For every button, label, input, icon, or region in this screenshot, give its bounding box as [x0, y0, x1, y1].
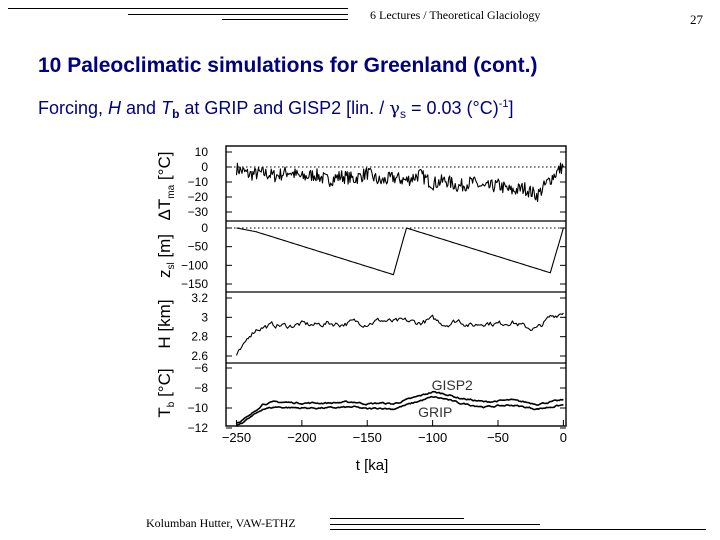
y-tick-label: 3 — [201, 310, 208, 324]
panel-4-ylabel: Tb [°C] — [155, 368, 177, 417]
slide-title: 10 Paleoclimatic simulations for Greenla… — [38, 54, 538, 77]
subtitle-subscript-s: s — [399, 107, 406, 121]
slide-subtitle: Forcing, H and Tb at GRIP and GISP2 [lin… — [38, 98, 514, 121]
subtitle-text-5: ] — [508, 98, 514, 118]
footer-rule-top — [330, 518, 464, 519]
panel-3-ylabel: H [km] — [155, 299, 174, 348]
y-tick-label: −30 — [188, 205, 209, 219]
x-tick-label: −50 — [487, 430, 509, 445]
header-rule-middle — [128, 14, 348, 15]
y-tick-label: −6 — [194, 361, 208, 375]
subtitle-symbol-h: H — [108, 98, 122, 118]
panel-3: 3.2 3 2.8 2.6 — [191, 291, 566, 363]
legend-gisp2: GISP2 — [432, 377, 473, 393]
ylabel-ice-thickness: H [km] — [155, 299, 174, 348]
y-tick-label: −100 — [181, 258, 208, 272]
plot-panels: 100−10−20−300−50−100−1503.232.82.6−6−8−1… — [181, 145, 566, 435]
header-rule-top — [8, 8, 348, 9]
plot-frame — [225, 145, 567, 427]
course-header: 6 Lectures / Theoretical Glaciology — [370, 8, 541, 22]
y-tick-label: −20 — [188, 190, 209, 204]
subtitle-superscript: -1 — [498, 98, 509, 110]
paleoclimate-figure: 100−10−20−300−50−100−1503.232.82.6−6−8−1… — [155, 145, 567, 474]
panel-1-ylabel: ΔTma [°C] — [155, 152, 177, 221]
series-line-ice-thickness — [235, 312, 564, 356]
y-tick-label: −8 — [194, 381, 208, 395]
panel-4: −6 −8 −10 −12 GISP2 GRIP — [188, 361, 566, 435]
y-tick-label: −150 — [181, 277, 208, 291]
x-tick-label: 0 — [560, 430, 567, 445]
subtitle-symbol-gamma: γ — [389, 98, 400, 119]
subtitle-text-3: at GRIP and GISP2 [lin. / — [179, 98, 390, 118]
y-tick-label: −50 — [188, 240, 209, 254]
panel-2: 0 −50 −100 −150 — [181, 220, 566, 291]
y-tick-label: −12 — [188, 421, 209, 435]
series-line-temperature-deviation — [235, 162, 564, 203]
series-line-grip — [235, 395, 564, 427]
page-number: 27 — [690, 12, 703, 27]
footer-author: Kolumban Hutter, VAW-ETHZ — [146, 516, 296, 530]
x-tick-label: −250 — [222, 430, 251, 445]
subtitle-text-2: and — [121, 98, 162, 118]
footer-rule-middle — [330, 524, 540, 525]
x-tick-label: −100 — [418, 430, 447, 445]
series-line-sea-level — [236, 227, 564, 276]
x-tick-label: −150 — [353, 430, 382, 445]
series-line-gisp2 — [236, 390, 564, 425]
subtitle-text-1: Forcing, — [38, 98, 109, 118]
panel-2-ylabel: zsl [m] — [155, 234, 177, 278]
y-tick-label: −10 — [188, 401, 209, 415]
legend-grip: GRIP — [418, 404, 452, 420]
subtitle-text-4: = 0.03 (°C) — [405, 98, 499, 118]
x-tick-label: −200 — [287, 430, 316, 445]
x-axis-label: t [ka] — [356, 457, 389, 474]
panel-1: 100−10−20−30 — [188, 145, 566, 219]
subtitle-symbol-t: T — [161, 98, 173, 118]
ylabel-delta-t: ΔTma [°C] — [155, 152, 177, 221]
y-tick-label: 0 — [201, 160, 208, 174]
x-axis: −250 −200 −150 −100 −50 0 — [222, 420, 567, 445]
y-tick-label: 3.2 — [191, 291, 208, 305]
y-tick-label: 10 — [195, 145, 209, 159]
header-rule-bottom — [222, 19, 348, 20]
y-tick-label: 2.6 — [191, 349, 208, 363]
subtitle-subscript-b: b — [172, 107, 180, 121]
y-tick-label: −10 — [188, 175, 209, 189]
footer-rule-bottom — [330, 529, 706, 530]
ylabel-sea-level: zsl [m] — [155, 234, 177, 278]
ylabel-basal-temperature: Tb [°C] — [155, 368, 177, 417]
y-tick-label: 2.8 — [191, 330, 208, 344]
y-tick-label: 0 — [201, 221, 208, 235]
